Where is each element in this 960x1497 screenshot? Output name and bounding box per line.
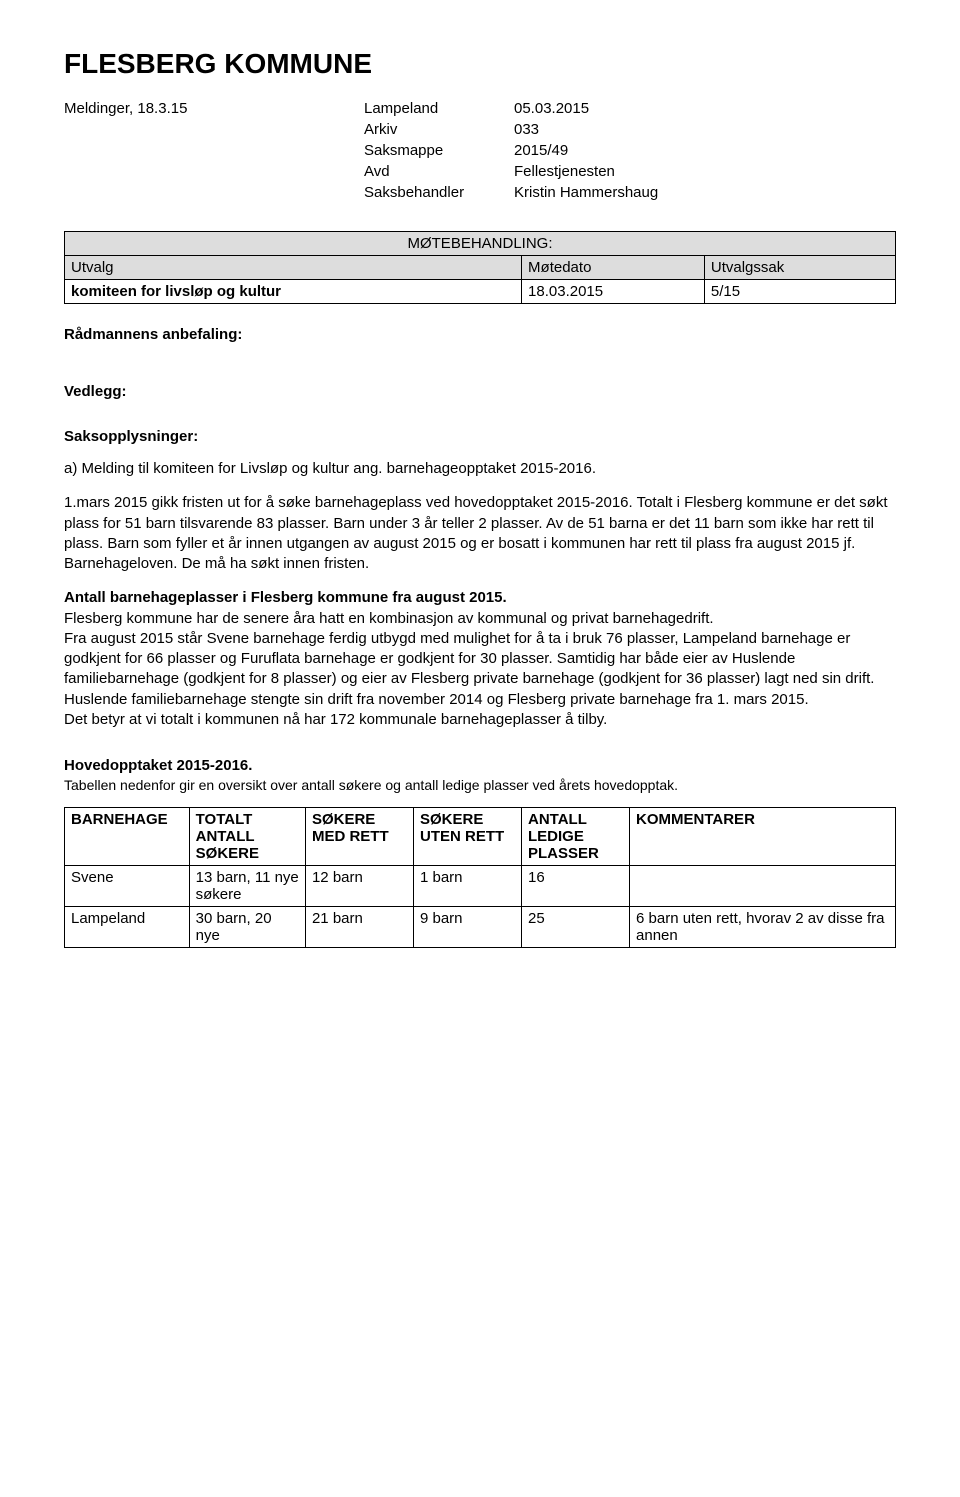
meta-label-saksmappe: Saksmappe [364,140,514,161]
cell-totalt: 30 barn, 20 nye [189,906,305,947]
para2b: Fra august 2015 står Svene barnehage fer… [64,630,874,708]
radmannens-label: Rådmannens anbefaling: [64,326,896,343]
item-a: a) Melding til komiteen for Livsløp og k… [64,459,896,479]
meta-value-avd: Fellestjenesten [514,161,714,182]
subject-line: Meldinger, 18.3.15 [64,98,324,203]
saksopplysninger-label: Saksopplysninger: [64,428,896,445]
org-title: FLESBERG KOMMUNE [64,48,896,80]
table-row: Svene 13 barn, 11 nye søkere 12 barn 1 b… [65,865,896,906]
antall-heading: Antall barnehageplasser i Flesberg kommu… [64,589,507,606]
mote-heading-row: MØTEBEHANDLING: [65,232,896,256]
mote-data-row: komiteen for livsløp og kultur 18.03.201… [65,280,896,304]
table-header-row: BARNEHAGE TOTALT ANTALL SØKERE SØKERE ME… [65,807,896,865]
th-med: SØKERE MED RETT [305,807,413,865]
hovedopptaket-sub: Tabellen nedenfor gir en oversikt over a… [64,777,678,793]
cell-barnehage: Lampeland [65,906,190,947]
mote-table: MØTEBEHANDLING: Utvalg Møtedato Utvalgss… [64,231,896,304]
cell-uten: 9 barn [413,906,521,947]
meta-value-arkiv: 033 [514,119,714,140]
meta-block: Meldinger, 18.3.15 Lampeland 05.03.2015 … [64,98,896,203]
para2a: Flesberg kommune har de senere åra hatt … [64,610,714,627]
para1: 1.mars 2015 gikk fristen ut for å søke b… [64,493,896,574]
mote-heading: MØTEBEHANDLING: [65,232,896,256]
meta-label-lampeland: Lampeland [364,98,514,119]
th-barnehage: BARNEHAGE [65,807,190,865]
meta-value-saksmappe: 2015/49 [514,140,714,161]
meta-label-avd: Avd [364,161,514,182]
mote-col-utvalgssak: Utvalgssak [704,256,895,280]
cell-kommentarer [630,865,896,906]
cell-med: 21 barn [305,906,413,947]
table-row: Lampeland 30 barn, 20 nye 21 barn 9 barn… [65,906,896,947]
meta-table: Lampeland 05.03.2015 Arkiv 033 Saksmappe… [364,98,714,203]
mote-row-utvalg: komiteen for livsløp og kultur [65,280,522,304]
hovedopptaket-block: Hovedopptaket 2015-2016. Tabellen nedenf… [64,756,896,797]
cell-med: 12 barn [305,865,413,906]
document-page: FLESBERG KOMMUNE Meldinger, 18.3.15 Lamp… [0,0,960,948]
sokere-table: BARNEHAGE TOTALT ANTALL SØKERE SØKERE ME… [64,807,896,948]
cell-uten: 1 barn [413,865,521,906]
cell-ledige: 25 [522,906,630,947]
meta-label-arkiv: Arkiv [364,119,514,140]
mote-col-utvalg: Utvalg [65,256,522,280]
mote-columns-row: Utvalg Møtedato Utvalgssak [65,256,896,280]
cell-barnehage: Svene [65,865,190,906]
mote-row-motedato: 18.03.2015 [522,280,705,304]
para2c: Det betyr at vi totalt i kommunen nå har… [64,711,607,728]
th-uten: SØKERE UTEN RETT [413,807,521,865]
th-kommentarer: KOMMENTARER [630,807,896,865]
meta-value-lampeland: 05.03.2015 [514,98,714,119]
th-ledige: ANTALL LEDIGE PLASSER [522,807,630,865]
antall-block: Antall barnehageplasser i Flesberg kommu… [64,588,896,730]
mote-col-motedato: Møtedato [522,256,705,280]
meta-value-saksbehandler: Kristin Hammershaug [514,182,714,203]
cell-kommentarer: 6 barn uten rett, hvorav 2 av disse fra … [630,906,896,947]
mote-row-utvalgssak: 5/15 [704,280,895,304]
cell-ledige: 16 [522,865,630,906]
th-totalt: TOTALT ANTALL SØKERE [189,807,305,865]
meta-label-saksbehandler: Saksbehandler [364,182,514,203]
cell-totalt: 13 barn, 11 nye søkere [189,865,305,906]
vedlegg-label: Vedlegg: [64,383,896,400]
hovedopptaket-heading: Hovedopptaket 2015-2016. [64,757,252,774]
